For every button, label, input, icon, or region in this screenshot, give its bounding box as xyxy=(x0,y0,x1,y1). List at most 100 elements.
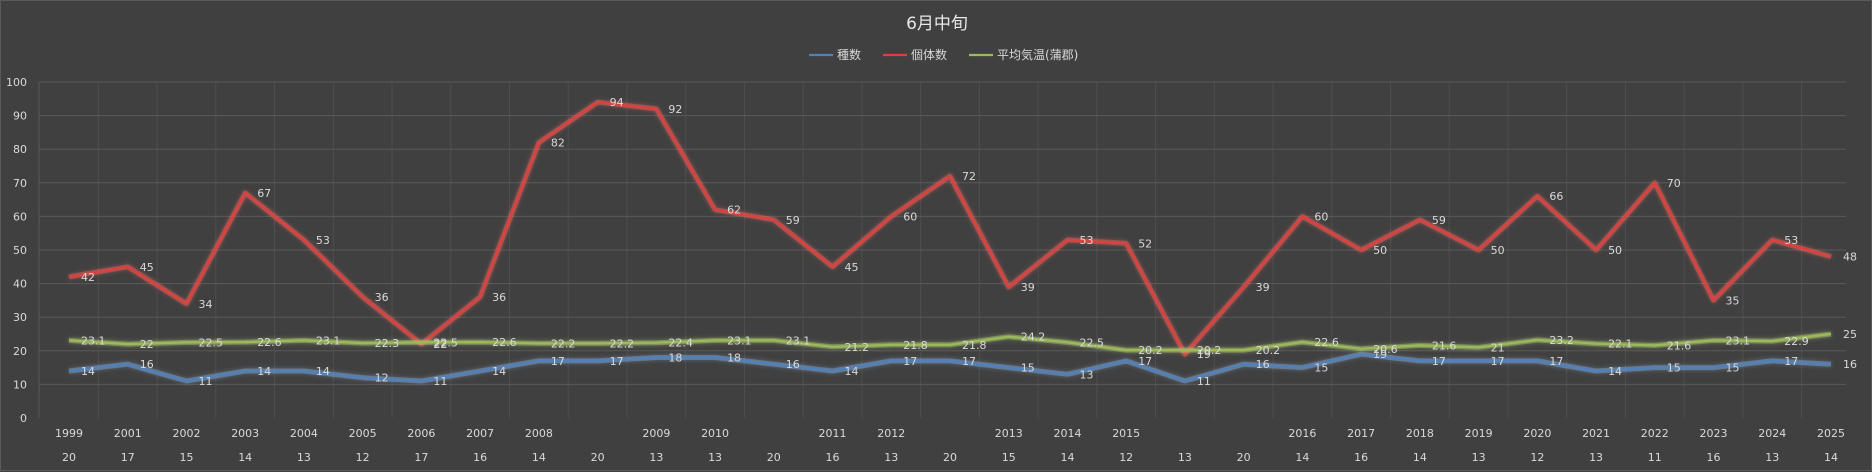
data-label: 23.1 xyxy=(81,334,106,347)
data-label: 72 xyxy=(962,170,976,183)
x-tick-count: 17 xyxy=(414,451,428,464)
data-label: 16 xyxy=(1256,358,1270,371)
y-tick-label: 50 xyxy=(13,244,27,257)
x-tick-year: 2009 xyxy=(642,427,670,440)
data-label: 14 xyxy=(1608,365,1622,378)
x-tick-count: 14 xyxy=(1060,451,1074,464)
x-tick-year: 1999 xyxy=(55,427,83,440)
x-tick-year: 2002 xyxy=(172,427,200,440)
data-label: 70 xyxy=(1667,177,1681,190)
data-label: 66 xyxy=(1549,190,1563,203)
x-tick-count: 14 xyxy=(1824,451,1838,464)
data-label: 53 xyxy=(1079,234,1093,247)
data-labels: 14 16 11 14 14 12 11 14 17 17 18 18 16 14 17 17 15 13 17 11… xyxy=(81,96,1857,388)
data-label: 20.6 xyxy=(1373,343,1398,356)
data-label: 42 xyxy=(81,271,95,284)
y-tick-label: 80 xyxy=(13,143,27,156)
data-label: 62 xyxy=(727,204,741,217)
x-tick-count: 16 xyxy=(1707,451,1721,464)
data-label: 39 xyxy=(1021,281,1035,294)
x-tick-year: 2013 xyxy=(995,427,1023,440)
x-tick-year: 2004 xyxy=(290,427,318,440)
x-tick-count: 20 xyxy=(767,451,781,464)
data-label: 20.2 xyxy=(1256,344,1281,357)
data-label: 15 xyxy=(1726,362,1740,375)
x-tick-count: 12 xyxy=(1530,451,1544,464)
x-tick-year: 2015 xyxy=(1112,427,1140,440)
data-label: 17 xyxy=(610,355,624,368)
data-label: 59 xyxy=(1432,214,1446,227)
x-tick-year: 2017 xyxy=(1347,427,1375,440)
x-tick-count: 13 xyxy=(1589,451,1603,464)
data-label: 53 xyxy=(316,234,330,247)
data-label: 22.5 xyxy=(1079,336,1104,349)
x-tick-year: 2014 xyxy=(1053,427,1081,440)
data-label: 23.2 xyxy=(1549,334,1574,347)
x-tick-count: 20 xyxy=(591,451,605,464)
data-label: 45 xyxy=(845,261,859,274)
chart-title: 6月中旬 xyxy=(906,14,968,34)
legend-entry: 平均気温(蒲郡) xyxy=(997,47,1078,62)
x-tick-year: 2005 xyxy=(349,427,377,440)
data-label: 60 xyxy=(903,210,917,223)
y-tick-label: 90 xyxy=(13,110,27,123)
data-label: 22.5 xyxy=(433,336,458,349)
data-label: 52 xyxy=(1138,237,1152,250)
x-tick-count: 17 xyxy=(121,451,135,464)
data-label: 17 xyxy=(1549,355,1563,368)
x-tick-count: 11 xyxy=(1648,451,1662,464)
data-label: 23.1 xyxy=(316,334,341,347)
data-label: 19 xyxy=(1373,348,1387,361)
x-tick-count: 13 xyxy=(708,451,722,464)
x-tick-year: 2006 xyxy=(407,427,435,440)
x-tick-year: 2024 xyxy=(1758,427,1786,440)
data-label: 15 xyxy=(1314,362,1328,375)
data-label: 21.6 xyxy=(1432,339,1457,352)
data-label: 12 xyxy=(375,372,389,385)
data-label: 48 xyxy=(1843,251,1857,264)
data-label: 67 xyxy=(257,187,271,200)
x-tick-year: 2019 xyxy=(1465,427,1493,440)
data-label: 22.4 xyxy=(668,337,693,350)
data-label: 24.2 xyxy=(1021,331,1046,344)
data-label: 53 xyxy=(1784,234,1798,247)
data-label: 22.5 xyxy=(198,336,223,349)
x-tick-count: 14 xyxy=(532,451,546,464)
data-label: 14 xyxy=(845,365,859,378)
y-tick-label: 70 xyxy=(13,177,27,190)
x-tick-year: 2007 xyxy=(466,427,494,440)
data-label: 22 xyxy=(140,338,154,351)
series-line xyxy=(68,101,1832,356)
x-tick-count: 15 xyxy=(179,451,193,464)
data-label: 17 xyxy=(962,355,976,368)
y-tick-label: 40 xyxy=(13,278,27,291)
data-label: 14 xyxy=(81,365,95,378)
x-tick-year: 2018 xyxy=(1406,427,1434,440)
y-tick-label: 10 xyxy=(13,378,27,391)
data-label: 21.8 xyxy=(962,339,987,352)
data-label: 11 xyxy=(1197,375,1211,388)
data-label: 14 xyxy=(316,365,330,378)
x-tick-count: 16 xyxy=(1354,451,1368,464)
x-tick-count: 14 xyxy=(1413,451,1427,464)
x-tick-year: 2012 xyxy=(877,427,905,440)
data-label: 23.1 xyxy=(727,334,752,347)
data-label: 92 xyxy=(668,103,682,116)
x-tick-year: 2011 xyxy=(819,427,847,440)
x-tick-count: 20 xyxy=(943,451,957,464)
data-label: 16 xyxy=(1843,358,1857,371)
data-label: 21.6 xyxy=(1667,339,1692,352)
x-tick-count: 13 xyxy=(649,451,663,464)
x-tick-count: 16 xyxy=(473,451,487,464)
data-label: 22.6 xyxy=(1314,336,1339,349)
y-axis: 0 10 20 30 40 50 60 70 80 90 100 xyxy=(6,76,27,425)
data-label: 15 xyxy=(1021,362,1035,375)
data-label: 35 xyxy=(1726,294,1740,307)
x-tick-count: 14 xyxy=(1295,451,1309,464)
data-label: 22.1 xyxy=(1608,338,1633,351)
data-label: 45 xyxy=(140,261,154,274)
data-label: 22 xyxy=(433,338,447,351)
x-tick-year: 2020 xyxy=(1523,427,1551,440)
